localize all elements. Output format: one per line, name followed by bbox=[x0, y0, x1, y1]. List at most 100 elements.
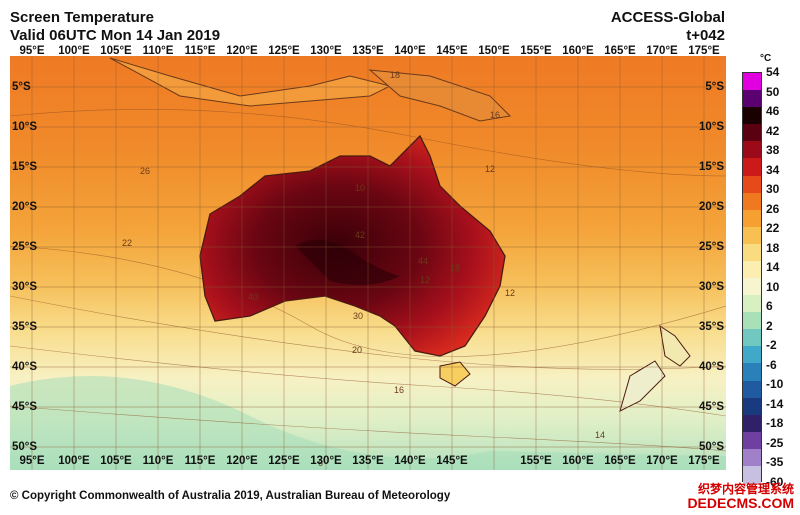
colorbar bbox=[742, 72, 762, 484]
lon-tick-bottom: 145°E bbox=[436, 455, 468, 467]
lat-tick-right: 20°S bbox=[698, 201, 724, 213]
lat-tick-left: 15°S bbox=[12, 161, 38, 173]
colorbar-label: 38 bbox=[766, 143, 780, 158]
colorbar-label: -2 bbox=[766, 338, 777, 353]
lat-tick-left: 35°S bbox=[12, 321, 38, 333]
contour-label: 10 bbox=[355, 183, 365, 193]
lon-tick-top: 155°E bbox=[520, 45, 552, 57]
colorbar-swatch bbox=[743, 448, 761, 467]
lon-tick-bottom: 155°E bbox=[520, 455, 552, 467]
lon-tick-bottom: 140°E bbox=[394, 455, 426, 467]
watermark-line1: 织梦内容管理系统 bbox=[697, 482, 794, 496]
colorbar-swatch bbox=[743, 312, 761, 330]
lon-tick-top: 140°E bbox=[394, 45, 426, 57]
lon-tick-top: 130°E bbox=[310, 45, 342, 57]
colorbar-swatch bbox=[743, 397, 761, 416]
map-canvas: 26 22 18 16 10 12 12 44 42 40 30 20 16 14 12 6 18 bbox=[10, 56, 726, 470]
colorbar-swatch bbox=[743, 278, 761, 296]
contour-label: 22 bbox=[122, 238, 132, 248]
lat-tick-left: 45°S bbox=[12, 401, 38, 413]
lon-tick-top: 120°E bbox=[226, 45, 258, 57]
lon-tick-top: 115°E bbox=[184, 45, 216, 57]
colorbar-label: 22 bbox=[766, 221, 780, 236]
lon-tick-bottom: 130°E bbox=[310, 455, 342, 467]
colorbar-label: 54 bbox=[766, 65, 780, 79]
colorbar-label: 34 bbox=[766, 162, 780, 177]
colorbar-swatch bbox=[743, 465, 761, 484]
contour-label: 12 bbox=[505, 288, 515, 298]
colorbar-swatch bbox=[743, 295, 761, 313]
lon-tick-top: 135°E bbox=[352, 45, 384, 57]
colorbar-swatch bbox=[743, 414, 761, 433]
lon-tick-top: 105°E bbox=[100, 45, 132, 57]
colorbar-swatch bbox=[743, 175, 761, 194]
colorbar-label: 18 bbox=[766, 240, 780, 255]
lon-tick-top: 100°E bbox=[58, 45, 90, 57]
lat-tick-left: 40°S bbox=[12, 361, 38, 373]
australia-landmass bbox=[199, 134, 506, 357]
lon-tick-top: 150°E bbox=[478, 45, 510, 57]
contour-label: 16 bbox=[394, 385, 404, 395]
contour-label: 18 bbox=[450, 263, 460, 273]
contour-label: 42 bbox=[355, 230, 365, 240]
colorbar-swatch bbox=[743, 329, 761, 347]
colorbar-swatch bbox=[743, 124, 761, 142]
colorbar-label: 14 bbox=[766, 260, 780, 275]
tasmania-landmass bbox=[439, 361, 471, 387]
colorbar-swatch bbox=[743, 107, 761, 125]
lat-tick-right: 10°S bbox=[698, 121, 724, 133]
lon-tick-bottom: 135°E bbox=[352, 455, 384, 467]
lon-tick-bottom: 165°E bbox=[604, 455, 636, 467]
north-island-nz bbox=[659, 324, 691, 367]
lon-tick-top: 110°E bbox=[142, 45, 174, 57]
contour-labels: 26 22 18 16 10 12 12 44 42 40 30 20 16 14 12 6 18 bbox=[122, 70, 605, 468]
colorbar-label: -60 bbox=[766, 475, 784, 489]
lat-tick-left: 5°S bbox=[12, 81, 31, 93]
lon-tick-top: 95°E bbox=[19, 45, 45, 57]
lon-tick-bottom: 120°E bbox=[226, 455, 258, 467]
graticule bbox=[10, 56, 726, 470]
colorbar-swatch bbox=[743, 363, 761, 382]
lon-tick-top: 170°E bbox=[646, 45, 678, 57]
colorbar-swatch bbox=[743, 346, 761, 364]
colorbar-swatch bbox=[743, 73, 761, 91]
watermark-line2: DEDECMS.COM bbox=[687, 495, 794, 511]
forecast-lead: t+042 bbox=[686, 27, 725, 44]
colorbar-label: -35 bbox=[766, 455, 784, 470]
contour-label: 44 bbox=[418, 256, 428, 266]
colorbar-swatch bbox=[743, 192, 761, 211]
colorbar-label: 10 bbox=[766, 279, 780, 294]
lat-tick-right: 50°S bbox=[698, 441, 724, 453]
lon-tick-bottom: 115°E bbox=[184, 455, 216, 467]
lat-tick-left: 30°S bbox=[12, 281, 38, 293]
lat-tick-right: 40°S bbox=[698, 361, 724, 373]
colorbar-swatch bbox=[743, 431, 761, 450]
lon-tick-bottom: 170°E bbox=[646, 455, 678, 467]
contour-label: 20 bbox=[352, 345, 362, 355]
lon-tick-bottom: 125°E bbox=[268, 455, 300, 467]
contour-label: 40 bbox=[248, 292, 258, 302]
contour-label: 26 bbox=[140, 166, 150, 176]
contour-label: 14 bbox=[595, 430, 605, 440]
contour-label: 18 bbox=[390, 70, 400, 80]
lon-tick-top: 125°E bbox=[268, 45, 300, 57]
heat-core bbox=[295, 239, 400, 285]
lat-tick-right: 15°S bbox=[698, 161, 724, 173]
colorbar-label: 42 bbox=[766, 123, 780, 138]
lon-tick-top: 145°E bbox=[436, 45, 468, 57]
colorbar-swatch bbox=[743, 226, 761, 245]
colorbar-label: 30 bbox=[766, 182, 780, 197]
model-name: ACCESS-Global bbox=[610, 9, 725, 26]
lat-tick-left: 25°S bbox=[12, 241, 38, 253]
colorbar-label: 2 bbox=[766, 318, 773, 333]
chart-title: Screen Temperature bbox=[10, 9, 154, 26]
colorbar-label: -10 bbox=[766, 377, 784, 392]
lon-tick-bottom: 100°E bbox=[58, 455, 90, 467]
lon-tick-top: 165°E bbox=[604, 45, 636, 57]
lon-tick-top: 160°E bbox=[562, 45, 594, 57]
valid-time: Valid 06UTC Mon 14 Jan 2019 bbox=[10, 27, 221, 44]
lat-tick-left: 10°S bbox=[12, 121, 38, 133]
lat-tick-right: 25°S bbox=[698, 241, 724, 253]
colorbar-swatch bbox=[743, 158, 761, 177]
colorbar-swatch bbox=[743, 243, 761, 262]
